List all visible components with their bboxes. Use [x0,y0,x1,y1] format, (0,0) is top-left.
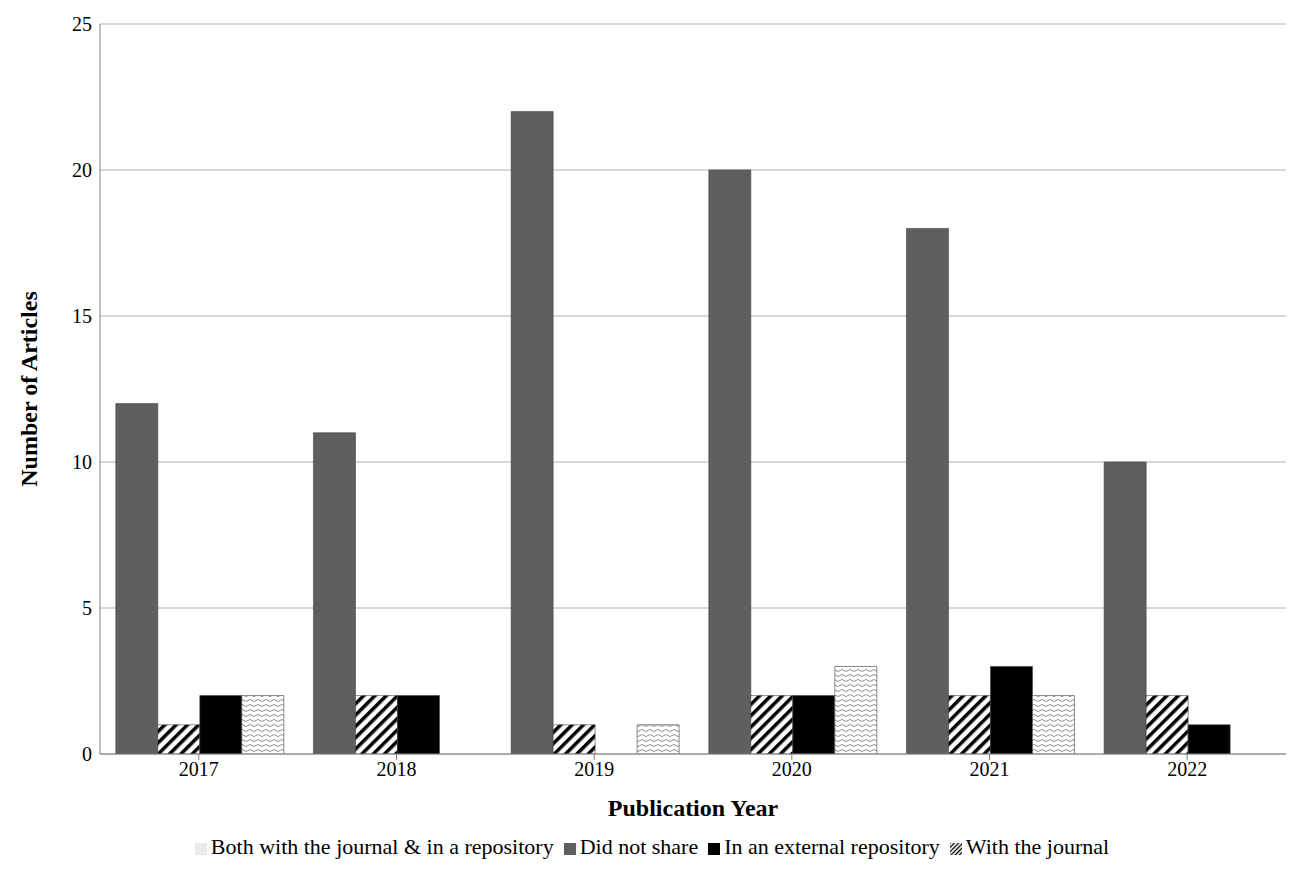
svg-text:15: 15 [72,305,92,327]
svg-text:20: 20 [72,159,92,181]
html-text:With the journal: With the journal [965,834,1110,859]
svg-text:5: 5 [82,597,92,619]
html-text:In an external repository: In an external repository [724,834,940,859]
svg-text:Number of Articles: Number of Articles [16,291,42,487]
html-text:Both with the journal & in a r: Both with the journal & in a repository [210,834,554,859]
html-text:Did not share: Did not share [579,834,699,859]
svg-text:2019: 2019 [574,758,614,780]
svg-text:Publication Year: Publication Year [608,795,779,821]
svg-text:25: 25 [72,13,92,35]
svg-text:2020: 2020 [772,758,812,780]
svg-text:0: 0 [82,743,92,765]
svg-text:2021: 2021 [970,758,1010,780]
svg-text:2022: 2022 [1167,758,1207,780]
svg-text:10: 10 [72,451,92,473]
svg-text:2018: 2018 [377,758,417,780]
svg-text:2017: 2017 [179,758,219,780]
